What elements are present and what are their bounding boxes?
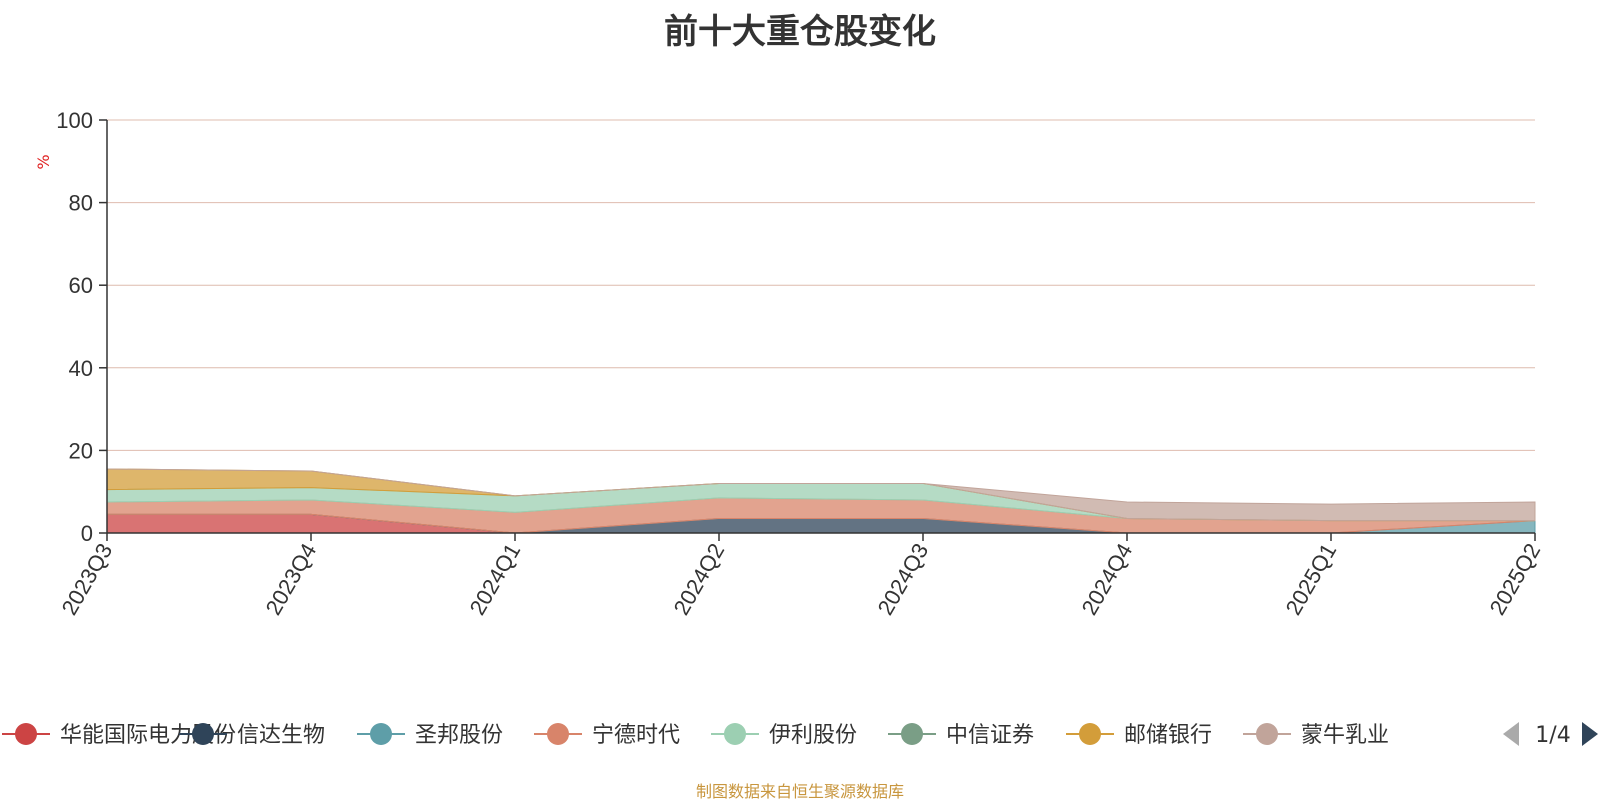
legend-label: 信达生物 — [237, 723, 325, 748]
legend-item[interactable]: 蒙牛乳业 — [1243, 723, 1389, 748]
legend-item[interactable]: 伊利股份 — [711, 723, 857, 748]
legend-item[interactable]: 信达生物 — [179, 723, 325, 748]
chart-title: 前十大重仓股变化 — [664, 12, 936, 52]
y-tick-label: 0 — [81, 521, 93, 546]
legend-marker — [370, 723, 392, 745]
legend-item[interactable]: 中信证券 — [888, 723, 1034, 748]
legend-page-indicator: 1/4 — [1535, 723, 1570, 748]
legend-marker — [192, 723, 214, 745]
x-tick-label: 2024Q4 — [1077, 539, 1138, 619]
y-axis-label: % — [34, 154, 53, 169]
x-tick-label: 2025Q2 — [1485, 539, 1546, 619]
legend-label: 宁德时代 — [592, 723, 680, 748]
legend-label: 邮储银行 — [1124, 723, 1212, 748]
y-tick-label: 40 — [69, 356, 93, 381]
legend-prev-icon[interactable] — [1503, 722, 1519, 746]
x-tick-label: 2023Q4 — [261, 539, 322, 619]
y-tick-label: 20 — [69, 438, 93, 463]
x-tick-label: 2025Q1 — [1281, 539, 1342, 619]
x-tick-label: 2023Q3 — [57, 539, 118, 619]
legend-marker — [1079, 723, 1101, 745]
x-tick-label: 2024Q3 — [873, 539, 934, 619]
legend-label: 圣邦股份 — [415, 723, 503, 748]
area-series-7 — [106, 468, 1536, 522]
legend-marker — [547, 723, 569, 745]
legend-next-icon[interactable] — [1582, 722, 1598, 746]
legend-marker — [1256, 723, 1278, 745]
legend-label: 蒙牛乳业 — [1301, 723, 1389, 748]
legend-item[interactable]: 邮储银行 — [1066, 723, 1212, 748]
legend-label: 中信证券 — [946, 723, 1034, 748]
legend-label: 伊利股份 — [769, 723, 857, 748]
legend-marker — [15, 723, 37, 745]
data-source-note: 制图数据来自恒生聚源数据库 — [695, 782, 904, 801]
legend-marker — [724, 723, 746, 745]
x-tick-label: 2024Q2 — [669, 539, 730, 619]
y-tick-label: 60 — [69, 273, 93, 298]
legend-item[interactable]: 宁德时代 — [534, 723, 680, 748]
y-tick-label: 100 — [56, 108, 93, 133]
x-tick-label: 2024Q1 — [465, 539, 526, 619]
plot-area — [107, 120, 1535, 533]
legend-item[interactable]: 圣邦股份 — [357, 723, 503, 748]
legend-marker — [901, 723, 923, 745]
y-tick-label: 80 — [69, 191, 93, 216]
